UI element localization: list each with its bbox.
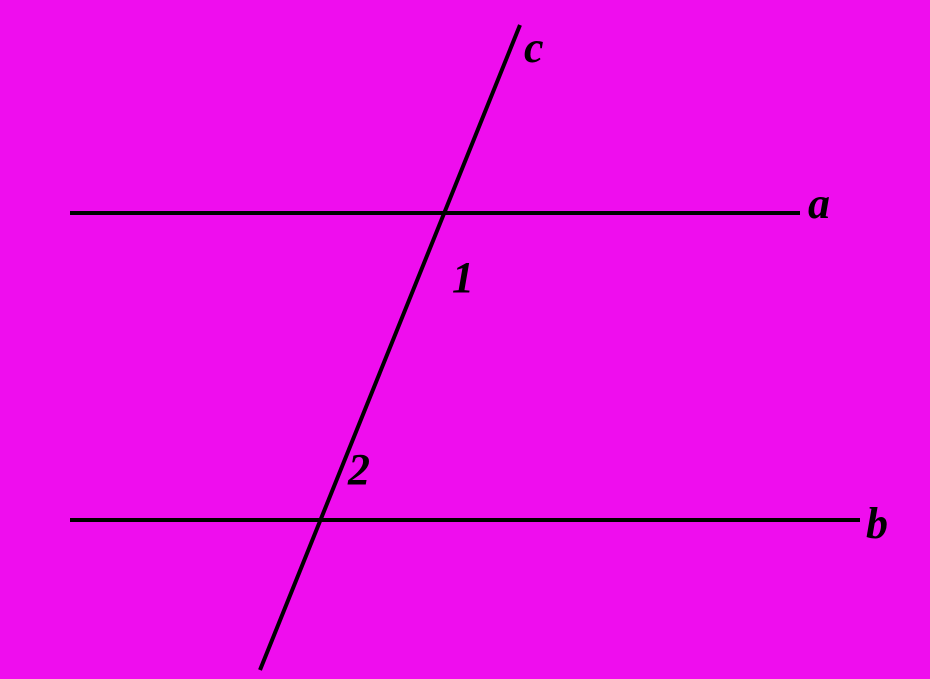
label-a: a [808, 178, 830, 229]
label-b: b [866, 498, 888, 549]
label-c: c [524, 22, 544, 73]
label-angle-2: 2 [348, 444, 370, 495]
background-rect [0, 0, 930, 679]
diagram-canvas: c a b 1 2 [0, 0, 930, 679]
label-angle-1: 1 [452, 252, 474, 303]
diagram-svg [0, 0, 930, 679]
